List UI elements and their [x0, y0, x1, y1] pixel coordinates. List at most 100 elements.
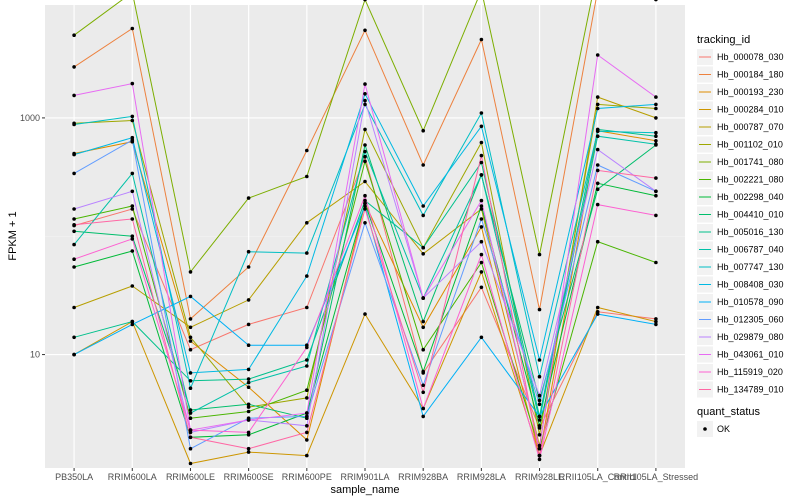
- data-point: [246, 402, 251, 407]
- data-point: [188, 294, 193, 299]
- data-point: [188, 325, 193, 330]
- x-tick-label: RRII105LA_Control: [559, 472, 637, 482]
- data-point: [479, 207, 484, 211]
- data-point: [479, 204, 484, 208]
- data-point: [595, 102, 600, 107]
- data-point: [421, 319, 426, 324]
- x-tick-label: RRIM928LE: [515, 472, 564, 482]
- data-point: [305, 430, 309, 435]
- y-tick-label: 10: [30, 350, 40, 360]
- data-point: [246, 380, 251, 385]
- legend-label: Hb_043061_010: [717, 350, 784, 360]
- data-point: [72, 217, 76, 221]
- data-point: [305, 251, 309, 255]
- data-point: [537, 398, 542, 403]
- data-point: [188, 335, 193, 340]
- data-point: [479, 252, 484, 257]
- data-point: [479, 260, 484, 265]
- legend-label: Hb_007747_130: [717, 262, 784, 272]
- data-point: [537, 414, 542, 419]
- data-point: [305, 364, 309, 368]
- data-point: [537, 418, 542, 422]
- data-point: [363, 102, 367, 107]
- data-point: [363, 0, 367, 2]
- legend-label: Hb_134789_010: [717, 385, 784, 395]
- data-point: [654, 142, 658, 146]
- legend-label: Hb_001741_080: [717, 157, 784, 167]
- data-point: [595, 181, 600, 186]
- data-point: [363, 82, 367, 86]
- data-point: [421, 369, 426, 374]
- data-point: [479, 217, 484, 221]
- data-point: [537, 457, 542, 462]
- data-point: [421, 406, 426, 411]
- data-point: [479, 37, 484, 42]
- data-point: [363, 198, 367, 203]
- data-point: [246, 385, 251, 390]
- legend-label: Hb_115919_020: [717, 367, 783, 377]
- data-point: [188, 270, 193, 274]
- data-point: [72, 257, 76, 262]
- data-point: [363, 204, 367, 208]
- data-point: [130, 204, 135, 208]
- data-point: [595, 187, 600, 191]
- data-point: [654, 106, 658, 111]
- legend-label: Hb_005016_130: [717, 227, 784, 237]
- legend-label: Hb_002221_080: [717, 175, 784, 185]
- data-point: [537, 433, 542, 437]
- data-point: [479, 124, 484, 129]
- data-point: [246, 450, 251, 454]
- data-point: [130, 234, 135, 238]
- data-point: [188, 339, 193, 343]
- data-point: [654, 176, 658, 180]
- data-point: [537, 393, 542, 398]
- data-point: [479, 335, 484, 340]
- legend-label: Hb_000193_230: [717, 87, 784, 97]
- legend-label: Hb_000284_010: [717, 105, 784, 115]
- data-point: [130, 81, 135, 86]
- data-point: [72, 242, 76, 247]
- data-point: [654, 260, 658, 265]
- x-tick-label: RRIM600SE: [224, 472, 274, 482]
- data-point: [130, 114, 135, 119]
- data-point: [72, 352, 76, 357]
- data-point: [72, 305, 76, 310]
- data-point: [479, 173, 484, 177]
- data-point: [130, 249, 135, 253]
- legend-label: Hb_000078_030: [717, 52, 784, 62]
- data-point: [537, 402, 542, 407]
- data-point: [72, 65, 76, 69]
- data-point: [72, 122, 76, 127]
- legend: tracking_id Hb_000078_030 Hb_000184_180 Hb…: [697, 34, 784, 437]
- data-point: [421, 163, 426, 167]
- data-point: [479, 270, 484, 274]
- data-point: [537, 307, 542, 312]
- data-point: [479, 160, 484, 165]
- legend-label: Hb_012305_060: [717, 315, 784, 325]
- data-point: [654, 130, 658, 135]
- data-point: [246, 265, 251, 269]
- legend-label: Hb_004410_010: [717, 210, 784, 220]
- data-point: [363, 28, 367, 33]
- data-point: [130, 217, 135, 221]
- data-point: [595, 163, 600, 167]
- data-point: [246, 343, 251, 348]
- data-point: [305, 414, 309, 419]
- y-axis-title: FPKM + 1: [7, 211, 19, 260]
- data-point: [246, 298, 251, 302]
- data-point: [363, 159, 367, 164]
- data-point: [595, 106, 600, 111]
- data-point: [654, 0, 658, 2]
- data-point: [654, 193, 658, 198]
- data-point: [537, 424, 542, 428]
- data-point: [537, 453, 542, 458]
- legend-label: Hb_008408_030: [717, 280, 784, 290]
- data-point: [421, 383, 426, 388]
- data-point: [188, 408, 193, 412]
- data-point: [188, 347, 193, 352]
- data-point: [479, 111, 484, 115]
- data-point: [595, 129, 600, 134]
- data-point: [363, 98, 367, 103]
- data-point: [363, 193, 367, 198]
